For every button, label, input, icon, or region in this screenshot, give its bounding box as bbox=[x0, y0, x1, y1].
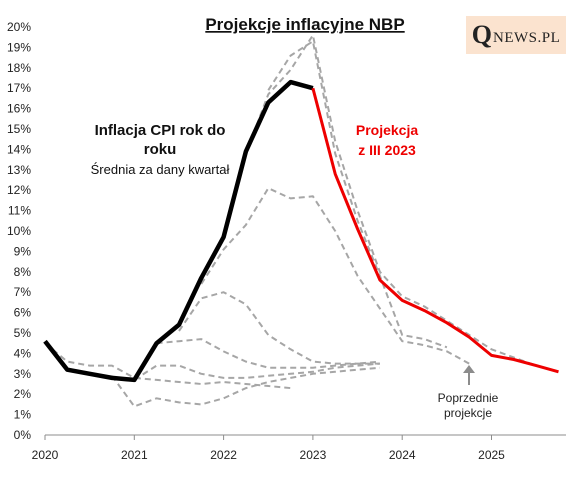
x-tick-label: 2023 bbox=[300, 448, 327, 462]
x-tick-label: 2025 bbox=[478, 448, 505, 462]
previous-projection-line bbox=[44, 342, 291, 390]
y-tick-label: 6% bbox=[14, 306, 32, 320]
actual-subtitle: Średnia za dany kwartał bbox=[91, 162, 230, 177]
y-tick-label: 9% bbox=[14, 244, 32, 258]
projection-label-line-2: z III 2023 bbox=[358, 142, 416, 158]
y-tick-label: 4% bbox=[14, 346, 32, 360]
previous-projection-line bbox=[111, 366, 380, 408]
previous-label-line-1: Poprzednie bbox=[438, 391, 499, 405]
projection-line bbox=[311, 87, 559, 374]
y-tick-label: 11% bbox=[8, 204, 31, 218]
y-tick-label: 15% bbox=[7, 122, 31, 136]
previous-projection-line bbox=[244, 34, 537, 367]
chart-title: Projekcje inflacyjne NBP bbox=[205, 15, 404, 34]
actual-title-line-2: roku bbox=[144, 141, 177, 158]
previous-projection-line bbox=[200, 187, 470, 365]
qnews-logo: Q NEWS.PL bbox=[466, 16, 566, 54]
x-tick-label: 2022 bbox=[210, 448, 237, 462]
logo-q-letter: Q bbox=[471, 20, 492, 49]
x-tick-label: 2024 bbox=[389, 448, 416, 462]
up-arrow-icon bbox=[463, 365, 475, 385]
y-tick-label: 18% bbox=[7, 61, 31, 75]
y-tick-label: 14% bbox=[7, 142, 31, 156]
y-tick-label: 2% bbox=[14, 387, 32, 401]
actual-cpi-line bbox=[43, 79, 314, 383]
y-tick-label: 12% bbox=[7, 183, 31, 197]
projection-label-line-1: Projekcja bbox=[356, 122, 418, 138]
previous-projections-lines bbox=[44, 34, 537, 408]
actual-cpi-line-group bbox=[43, 79, 314, 383]
y-tick-label: 1% bbox=[14, 408, 32, 422]
x-tick-label: 2021 bbox=[121, 448, 148, 462]
y-tick-label: 16% bbox=[7, 102, 31, 116]
y-tick-label: 8% bbox=[14, 265, 32, 279]
y-tick-label: 20% bbox=[7, 20, 31, 34]
previous-projection-line bbox=[178, 291, 380, 365]
x-axis-ticks: 2020 2021 2022 2023 2024 2025 bbox=[32, 435, 505, 462]
y-tick-label: 3% bbox=[14, 367, 32, 381]
y-tick-label: 0% bbox=[14, 428, 32, 442]
actual-title-line-1: Inflacja CPI rok do bbox=[95, 122, 226, 139]
logo-text: NEWS.PL bbox=[492, 29, 561, 46]
previous-projection-line bbox=[267, 40, 448, 349]
y-tick-label: 5% bbox=[14, 326, 32, 340]
y-axis-ticks: 0% 1% 2% 3% 4% 5% 6% 7% 8% 9% 10% 11% 12% 13% 14% 15% 16… bbox=[7, 20, 31, 442]
previous-projection-line bbox=[133, 362, 380, 381]
previous-projection-line bbox=[156, 338, 380, 369]
previous-label-line-2: projekcje bbox=[444, 406, 492, 420]
projection-line-group bbox=[311, 87, 559, 374]
y-tick-label: 19% bbox=[7, 40, 31, 54]
y-tick-label: 13% bbox=[7, 163, 31, 177]
y-tick-label: 17% bbox=[7, 81, 31, 95]
y-tick-label: 7% bbox=[14, 285, 32, 299]
x-tick-label: 2020 bbox=[32, 448, 59, 462]
y-tick-label: 10% bbox=[7, 224, 31, 238]
